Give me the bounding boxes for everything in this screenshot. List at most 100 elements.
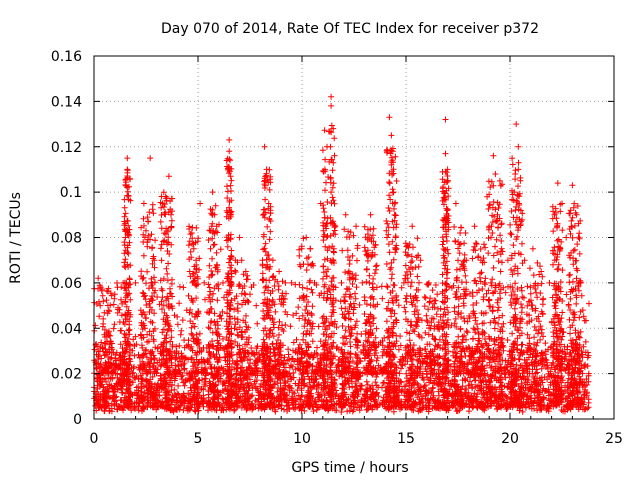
data-point: [262, 196, 269, 203]
data-point: [179, 317, 186, 324]
data-point: [228, 188, 234, 194]
data-point: [227, 182, 234, 189]
data-point: [181, 382, 188, 389]
data-point: [122, 210, 129, 217]
data-point: [235, 308, 241, 315]
data-point: [196, 330, 203, 337]
data-point: [379, 295, 386, 302]
data-point: [200, 403, 207, 410]
data-point: [178, 327, 185, 334]
data-point: [110, 325, 117, 332]
data-point: [103, 297, 110, 304]
data-point: [264, 223, 271, 230]
data-point: [329, 194, 336, 201]
data-point: [502, 374, 509, 381]
data-point: [321, 256, 328, 263]
data-points: [91, 93, 592, 415]
data-point: [228, 247, 235, 254]
data-point: [228, 252, 234, 259]
data-point: [259, 270, 266, 277]
data-point: [562, 408, 568, 415]
data-point: [305, 373, 312, 380]
data-point: [276, 331, 282, 338]
data-point: [295, 304, 302, 311]
data-point: [269, 340, 276, 347]
data-point: [243, 312, 249, 319]
data-point: [512, 280, 519, 287]
data-point: [303, 331, 310, 338]
data-point: [185, 292, 192, 299]
data-point: [214, 297, 221, 304]
data-point: [188, 324, 195, 331]
data-point: [169, 392, 176, 399]
data-point: [331, 249, 337, 256]
data-point: [127, 176, 134, 183]
data-point: [176, 342, 183, 349]
data-point: [380, 380, 386, 386]
data-point: [217, 246, 224, 253]
data-point: [344, 247, 351, 254]
data-point: [329, 167, 336, 174]
data-point: [150, 210, 157, 217]
data-point: [142, 315, 149, 322]
data-point: [213, 249, 220, 256]
data-point: [158, 257, 165, 264]
data-point: [398, 379, 405, 386]
data-point: [314, 344, 320, 351]
data-point: [395, 346, 402, 353]
data-point: [538, 365, 545, 372]
data-point: [147, 355, 154, 362]
data-point: [272, 308, 279, 315]
data-point: [309, 303, 316, 310]
data-point: [118, 327, 125, 334]
data-point: [320, 263, 327, 270]
data-point: [125, 250, 132, 257]
data-point: [157, 245, 164, 252]
data-point: [159, 294, 166, 301]
data-point: [290, 339, 297, 346]
data-point: [111, 321, 118, 328]
data-point: [149, 206, 156, 213]
data-point: [259, 276, 266, 283]
data-point: [157, 218, 164, 225]
data-point: [206, 262, 213, 269]
data-point: [248, 345, 255, 351]
data-point: [126, 276, 133, 283]
data-point: [144, 268, 151, 275]
data-point: [287, 323, 294, 330]
data-point: [373, 325, 380, 332]
data-point: [178, 376, 185, 383]
data-point: [126, 327, 133, 333]
data-point: [321, 214, 328, 221]
data-point: [354, 330, 361, 337]
data-point: [504, 337, 511, 343]
data-point: [309, 289, 316, 296]
data-point: [210, 242, 217, 248]
data-point: [270, 333, 277, 340]
data-point: [453, 408, 460, 414]
data-point: [310, 408, 317, 415]
data-point: [254, 320, 261, 327]
data-point: [324, 233, 331, 240]
data-point: [176, 283, 183, 290]
data-point: [110, 301, 117, 308]
data-point: [500, 347, 507, 354]
data-point: [237, 364, 244, 371]
data-point: [232, 269, 239, 275]
data-point: [315, 323, 322, 330]
data-point: [208, 210, 215, 217]
data-point: [349, 383, 356, 390]
data-point: [293, 336, 300, 343]
data-point: [350, 232, 357, 239]
data-point: [353, 284, 360, 291]
data-point: [163, 265, 170, 272]
data-point: [354, 257, 360, 264]
data-point: [416, 405, 423, 412]
data-point: [352, 290, 358, 297]
data-point: [329, 275, 336, 281]
data-point: [479, 344, 486, 351]
data-point: [429, 287, 436, 294]
data-point: [296, 252, 303, 259]
data-point: [325, 407, 331, 414]
data-point: [187, 248, 194, 255]
